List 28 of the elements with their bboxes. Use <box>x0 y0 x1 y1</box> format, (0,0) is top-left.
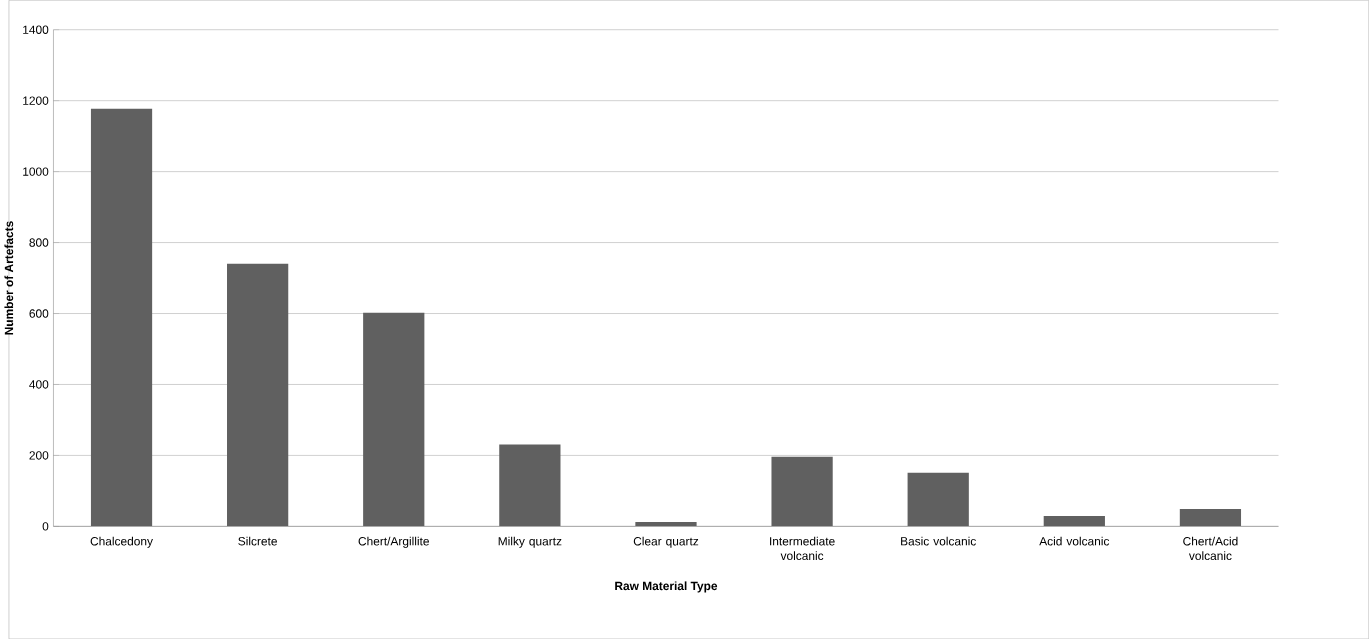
x-tick-label: Milky quartz <box>498 536 562 548</box>
x-tick-label: Silcrete <box>238 536 277 546</box>
bar <box>1179 508 1242 527</box>
x-tick-label: Chalcedony <box>90 536 153 548</box>
x-tick-label: Acid volcanic <box>1039 536 1110 546</box>
y-tick-label: 600 <box>29 309 49 318</box>
bar <box>499 444 561 527</box>
y-tick-label: 200 <box>29 451 49 460</box>
y-tick-label: 1200 <box>23 96 49 105</box>
y-tick-label: 400 <box>29 380 49 389</box>
x-tick-label: Basic volcanic <box>901 536 976 546</box>
y-axis-title: Number of Artefacts <box>4 221 14 335</box>
bar <box>907 472 969 527</box>
x-tick-label: Chert/Argillite <box>358 536 429 548</box>
y-tick-label: 800 <box>29 238 49 247</box>
y-tick-label: 0 <box>42 522 49 531</box>
x-axis-title: Raw Material Type <box>615 581 718 593</box>
bar <box>363 312 425 527</box>
y-tick-label: 1400 <box>23 25 49 34</box>
y-tick-label: 1000 <box>23 167 49 176</box>
x-tick-label: Chert/Acid volcanic <box>1183 536 1238 560</box>
x-tick-label: Intermediate volcanic <box>770 536 835 560</box>
bar <box>635 522 697 527</box>
bar <box>90 108 153 527</box>
bar <box>227 263 289 527</box>
x-tick-label: Clear quartz <box>633 536 699 548</box>
bar <box>771 456 833 527</box>
bar <box>1043 515 1105 527</box>
